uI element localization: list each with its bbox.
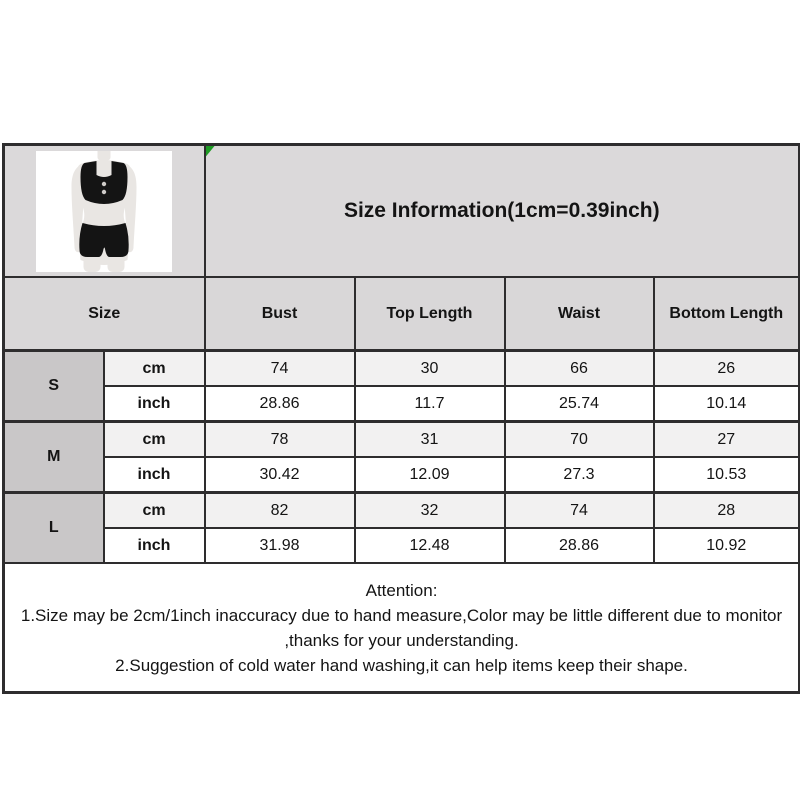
size-column-header: Size [2, 276, 206, 352]
size-info-title-cell: Size Information(1cm=0.39inch) [203, 143, 800, 278]
mannequin-right-leg [107, 255, 125, 272]
value-l-cm-bust: 82 [203, 491, 356, 529]
value-s-inch-top-length: 11.7 [353, 385, 506, 423]
value-m-cm-bottom-length: 27 [652, 420, 800, 458]
size-table: Size Information(1cm=0.39inch) Size Bust… [2, 143, 800, 694]
green-corner-marker-icon [206, 146, 215, 157]
value-s-inch-waist: 25.74 [503, 385, 655, 423]
size-label-l: L [2, 491, 105, 564]
size-chart: Size Information(1cm=0.39inch) Size Bust… [2, 143, 800, 694]
value-s-cm-bottom-length: 26 [652, 349, 800, 387]
row-s-cm: S cm 74 30 66 26 [2, 349, 800, 423]
unit-label-cm: cm [102, 491, 206, 529]
row-m-inch: inch 30.42 12.09 27.3 10.53 [4, 456, 800, 494]
attention-note-cell: Attention: 1.Size may be 2cm/1inch inacc… [2, 562, 800, 694]
value-m-inch-bust: 30.42 [203, 456, 356, 494]
value-m-cm-top-length: 31 [353, 420, 506, 458]
row-l-cm: L cm 82 32 74 28 [2, 491, 800, 564]
column-header-bust: Bust [203, 276, 356, 352]
value-s-cm-waist: 66 [503, 349, 655, 387]
value-m-inch-waist: 27.3 [503, 456, 655, 494]
title-row: Size Information(1cm=0.39inch) [2, 143, 800, 278]
value-m-cm-bust: 78 [203, 420, 356, 458]
attention-line-1: 1.Size may be 2cm/1inch inaccuracy due t… [20, 605, 783, 625]
value-l-inch-bust: 31.98 [203, 527, 356, 564]
unit-label-cm: cm [102, 420, 206, 458]
size-label-s: S [2, 349, 105, 423]
mannequin-left-leg [83, 255, 101, 272]
value-l-cm-bottom-length: 28 [652, 491, 800, 529]
value-m-inch-top-length: 12.09 [353, 456, 506, 494]
row-s-inch: inch 28.86 11.7 25.74 10.14 [4, 385, 800, 423]
value-l-inch-top-length: 12.48 [353, 527, 506, 564]
row-l-inch: inch 31.98 12.48 28.86 10.92 [4, 527, 800, 564]
product-photo [36, 151, 173, 272]
product-photo-cell [2, 143, 206, 278]
value-s-cm-bust: 74 [203, 349, 356, 387]
mannequin-figure [71, 151, 137, 272]
column-header-waist: Waist [503, 276, 655, 352]
mannequin-neck [97, 151, 111, 161]
size-label-m: M [2, 420, 105, 494]
value-l-cm-waist: 74 [503, 491, 655, 529]
bra-button [102, 181, 107, 187]
value-s-inch-bust: 28.86 [203, 385, 356, 423]
value-l-inch-bottom-length: 10.92 [652, 527, 800, 564]
value-m-cm-waist: 70 [503, 420, 655, 458]
value-s-cm-top-length: 30 [353, 349, 506, 387]
bra-button [102, 189, 107, 195]
unit-label-inch: inch [102, 385, 206, 423]
column-header-row: Size Bust Top Length Waist Bottom Length [2, 276, 800, 352]
column-header-top-length: Top Length [353, 276, 506, 352]
unit-label-inch: inch [102, 527, 206, 564]
value-m-inch-bottom-length: 10.53 [652, 456, 800, 494]
unit-label-cm: cm [102, 349, 206, 387]
value-l-inch-waist: 28.86 [503, 527, 655, 564]
shorts [79, 223, 129, 257]
column-header-bottom-length: Bottom Length [652, 276, 800, 352]
value-s-inch-bottom-length: 10.14 [652, 385, 800, 423]
row-m-cm: M cm 78 31 70 27 [2, 420, 800, 494]
attention-line-3: 2.Suggestion of cold water hand washing,… [115, 655, 688, 675]
attention-line-2: ,thanks for your understanding. [284, 630, 519, 650]
attention-heading: Attention: [365, 580, 438, 600]
attention-row: Attention: 1.Size may be 2cm/1inch inacc… [2, 562, 800, 694]
size-info-title: Size Information(1cm=0.39inch) [343, 199, 660, 222]
unit-label-inch: inch [102, 456, 206, 494]
value-l-cm-top-length: 32 [353, 491, 506, 529]
